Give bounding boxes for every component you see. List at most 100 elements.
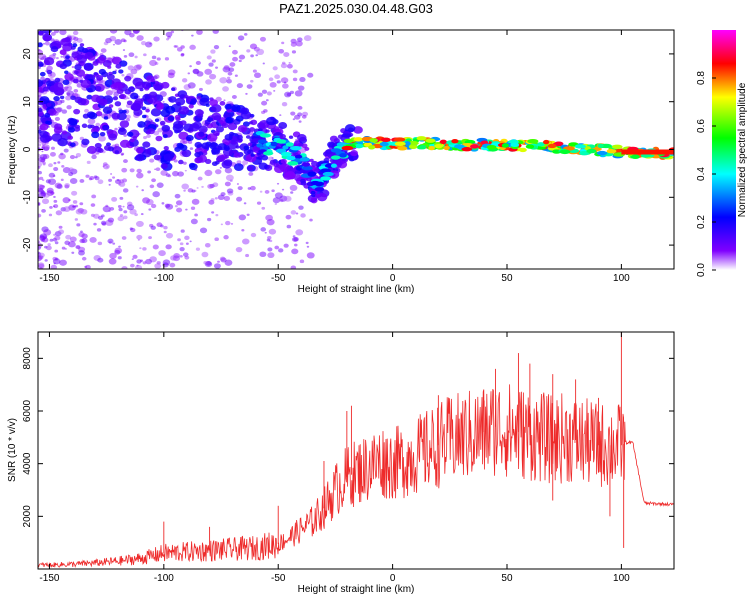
top-xtick-label: -150 [39,273,59,284]
heatmap-noise-blob [91,194,97,199]
heatmap-blob [176,129,182,134]
heatmap-noise-blob [190,206,196,210]
heatmap-noise-blob [131,258,134,260]
heatmap-noise-blob [236,160,242,165]
colorbar-tick-label: 0.4 [696,167,707,181]
heatmap-noise-blob [49,151,56,157]
heatmap-noise-blob [58,229,65,235]
heatmap-blob [124,89,132,95]
heatmap-blob [294,174,303,182]
heatmap-noise-blob [148,208,152,211]
heatmap-noise-blob [245,92,248,95]
heatmap-noise-blob [307,72,314,78]
heatmap-ridge-blob [394,141,406,146]
heatmap-noise-blob [54,241,59,245]
heatmap-ridge-blob [301,162,311,167]
heatmap-noise-blob [38,213,42,218]
heatmap-noise-blob [152,191,160,198]
heatmap-blob [162,134,168,139]
heatmap-noise-blob [100,48,107,53]
heatmap-blob [194,152,201,158]
heatmap-noise-blob [59,259,67,266]
heatmap-ridge-blob [537,142,545,147]
heatmap-blob [163,153,174,162]
heatmap-noise-blob [120,38,126,43]
colorbar-tick-label: 0.0 [696,263,707,277]
heatmap-blob [225,117,234,124]
heatmap-noise-blob [146,134,151,139]
heatmap-noise-blob [114,249,121,255]
heatmap-noise-blob [215,66,219,69]
heatmap-noise-blob [286,63,293,69]
heatmap-ridge-blob [559,149,571,155]
heatmap-noise-blob [269,82,277,88]
heatmap-blob [86,145,97,154]
heatmap-noise-blob [283,52,290,58]
heatmap-blob [243,145,250,151]
heatmap-noise-blob [53,233,56,236]
heatmap-noise-blob [126,204,135,211]
heatmap-ridge-blob [263,151,274,156]
heatmap-noise-blob [261,100,268,106]
heatmap-noise-blob [194,213,198,217]
heatmap-noise-blob [121,74,125,77]
heatmap-blob [288,135,294,139]
heatmap-noise-blob [93,222,97,226]
heatmap-blob [59,95,65,100]
heatmap-ridge-blob [287,161,299,166]
heatmap-blob [38,61,44,67]
heatmap-noise-blob [264,231,267,234]
heatmap-noise-blob [111,196,118,202]
heatmap-noise-blob [93,175,98,179]
heatmap-blob [53,126,63,134]
heatmap-blob [99,132,106,137]
heatmap-blob [38,79,44,88]
heatmap-noise-blob [281,83,289,89]
heatmap-blob [185,134,194,142]
heatmap-blob [50,46,59,53]
heatmap-noise-blob [249,43,258,50]
heatmap-noise-blob [136,168,142,174]
heatmap-noise-blob [267,252,275,259]
heatmap-noise-blob [268,77,274,82]
heatmap-blob [61,38,67,43]
heatmap-blob [103,116,109,120]
heatmap-blob [102,106,113,114]
heatmap-noise-blob [248,171,254,176]
heatmap-blob [301,143,308,149]
heatmap-noise-blob [65,95,72,101]
heatmap-noise-blob [256,48,265,56]
heatmap-noise-blob [142,197,150,204]
heatmap-blob [205,103,210,107]
bottom-ytick-label: 6000 [22,399,33,422]
heatmap-noise-blob [226,79,232,84]
heatmap-ridge-blob [443,145,450,151]
heatmap-blob [130,92,139,100]
heatmap-blob [159,120,166,126]
heatmap-ridge-blob [408,140,419,146]
heatmap-noise-blob [210,49,216,54]
heatmap-blob [91,94,101,103]
heatmap-noise-blob [280,77,289,84]
heatmap-ridge-blob [286,155,296,161]
heatmap-noise-blob [272,197,281,204]
heatmap-noise-blob [81,256,87,261]
heatmap-noise-blob [191,198,200,205]
heatmap-blob [38,107,43,113]
heatmap-noise-blob [90,203,96,207]
heatmap-ridge-blob [341,145,354,151]
heatmap-blob [76,54,88,64]
heatmap-blob [38,31,44,36]
heatmap-noise-blob [39,153,48,160]
heatmap-noise-blob [299,259,305,264]
heatmap-noise-blob [234,74,238,77]
heatmap-noise-blob [84,265,88,269]
heatmap-blob [144,148,152,154]
heatmap-noise-blob [152,244,159,250]
heatmap-noise-blob [55,210,63,216]
heatmap-noise-blob [96,228,102,232]
heatmap-blob [98,98,108,106]
heatmap-noise-blob [176,47,183,52]
heatmap-noise-blob [201,185,204,188]
